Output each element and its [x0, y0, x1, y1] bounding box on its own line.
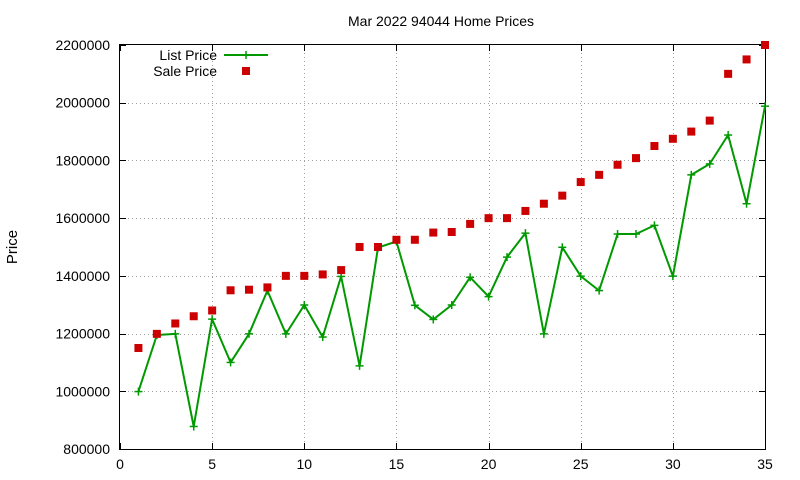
x-tick-label: 25: [573, 456, 589, 472]
y-tick-label: 1600000: [55, 210, 110, 226]
sale-price-point: [595, 170, 604, 179]
sale-price-point: [558, 191, 567, 200]
legend-label-sale-price: Sale Price: [153, 63, 217, 79]
plot-frame: [119, 44, 766, 450]
y-tick-label: 1400000: [55, 268, 110, 284]
list-price-point: [668, 272, 677, 281]
legend: List Price Sale Price: [153, 47, 268, 79]
list-price-point: [226, 358, 235, 367]
sale-price-point: [521, 206, 530, 215]
sale-price-point: [576, 178, 585, 187]
legend-sample-list-price: [224, 51, 268, 59]
sale-price-point: [226, 286, 235, 295]
x-tick-label: 0: [116, 456, 124, 472]
sale-price-point: [281, 271, 290, 280]
list-price-point: [318, 333, 327, 342]
list-price-point: [705, 159, 714, 168]
y-tick-label: 1000000: [55, 383, 110, 399]
sale-price-point: [484, 214, 493, 223]
sale-price-point: [263, 283, 272, 292]
list-price-point: [134, 387, 143, 396]
x-tick-label: 30: [665, 456, 681, 472]
list-price-point: [410, 301, 419, 310]
legend-square-marker: [242, 67, 250, 75]
list-price-point: [466, 273, 475, 282]
sale-price-point: [761, 41, 769, 49]
list-price-point: [576, 272, 585, 281]
legend-label-list-price: List Price: [159, 47, 217, 63]
grid: [120, 45, 765, 449]
sale-price-point: [152, 329, 161, 338]
sale-price-point: [134, 344, 143, 352]
sale-price-point: [613, 160, 622, 169]
list-price-point: [521, 229, 530, 238]
sale-price-point: [742, 55, 751, 64]
list-price-point: [189, 422, 198, 431]
list-price-point: [281, 329, 290, 338]
sale-price-point: [189, 312, 198, 321]
list-price-point: [208, 315, 217, 324]
chart-title: Mar 2022 94044 Home Prices: [348, 13, 534, 29]
sale-price-point: [687, 127, 696, 136]
axis-ticks: 0 5 10 15 20 25 30 35 800000 1000000 1200000 140000…: [55, 37, 773, 472]
sale-price-point: [429, 228, 438, 237]
sale-price-point: [171, 319, 180, 328]
list-price-point: [724, 131, 733, 140]
list-price-point: [245, 329, 253, 338]
legend-sample-sale-price: [242, 67, 250, 75]
sale-price-point: [705, 116, 714, 125]
series-sale-price: [134, 41, 769, 352]
sale-price-point: [668, 134, 677, 143]
y-tick-label: 2200000: [55, 37, 110, 53]
x-tick-label: 15: [389, 456, 405, 472]
list-price-point: [687, 170, 696, 179]
sale-price-point: [447, 227, 456, 236]
list-price-point: [632, 230, 640, 239]
y-tick-label: 2000000: [55, 95, 110, 111]
series: [134, 41, 769, 431]
list-price-point: [539, 329, 548, 338]
sale-price-point: [632, 154, 640, 163]
legend-plus-marker: [242, 51, 250, 59]
sale-price-point: [208, 306, 217, 315]
x-tick-label: 10: [296, 456, 312, 472]
sale-price-point: [337, 266, 346, 275]
sale-price-point: [245, 285, 253, 294]
y-tick-label: 1800000: [55, 152, 110, 168]
sale-price-point: [392, 235, 401, 244]
x-tick-label: 35: [757, 456, 773, 472]
list-price-point: [355, 361, 364, 370]
sale-price-point: [374, 243, 382, 251]
list-price-point: [595, 286, 604, 295]
sale-price-point: [318, 270, 327, 279]
sale-price-point: [300, 271, 309, 280]
list-price-point: [171, 329, 180, 338]
y-tick-label: 1200000: [55, 326, 110, 342]
list-price-point: [447, 301, 456, 310]
series-list-price: [134, 102, 769, 431]
sale-price-point: [355, 243, 364, 251]
y-axis-title: Price: [4, 230, 21, 264]
sale-price-point: [503, 214, 511, 223]
list-price-point: [613, 230, 622, 239]
list-price-point: [429, 315, 438, 324]
list-price-point: [742, 199, 751, 208]
x-tick-label: 20: [481, 456, 497, 472]
sale-price-point: [410, 235, 419, 244]
sale-price-point: [466, 219, 475, 228]
list-price-point: [300, 301, 309, 310]
y-tick-label: 800000: [63, 441, 110, 457]
x-tick-label: 5: [208, 456, 216, 472]
list-price-point: [761, 102, 769, 111]
sale-price-point: [650, 142, 659, 150]
list-price-point: [650, 221, 659, 230]
sale-price-point: [539, 199, 548, 208]
list-price-point: [484, 292, 493, 301]
list-price-point: [558, 243, 567, 252]
list-price-point: [503, 253, 511, 262]
sale-price-point: [724, 69, 733, 78]
